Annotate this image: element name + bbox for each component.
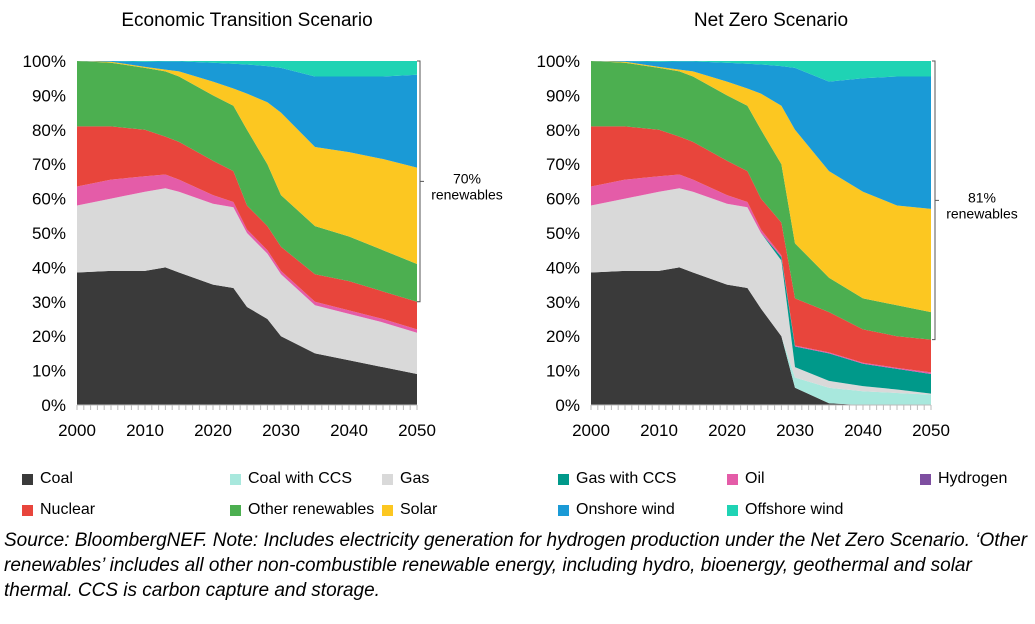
area-offshore-wind: [591, 61, 931, 82]
y-tick-label: 30%: [32, 293, 66, 312]
legend-item: Gas: [382, 470, 429, 488]
annotation-label: renewables: [946, 205, 1018, 221]
area-gas: [591, 188, 931, 395]
area-onshore-wind: [591, 61, 931, 209]
area-oil: [77, 174, 417, 333]
legend-item: Oil: [727, 470, 765, 488]
legend-swatch: [230, 473, 241, 485]
chart-panel-0: Economic Transition Scenario 2000 2010 2020…: [23, 10, 503, 440]
x-tick-label: 2050: [912, 421, 950, 440]
legend-label: Nuclear: [40, 501, 96, 518]
area-offshore-wind: [77, 61, 417, 77]
legend-label: Coal: [40, 470, 73, 487]
y-tick-label: 80%: [32, 121, 66, 140]
legend-label: Onshore wind: [576, 501, 675, 518]
y-tick-label: 90%: [32, 86, 66, 105]
y-tick-label: 70%: [32, 155, 66, 174]
x-tick-label: 2000: [58, 421, 96, 440]
y-tick-label: 70%: [546, 155, 580, 174]
legend-item: Offshore wind: [727, 501, 843, 519]
x-tick-label: 2050: [398, 421, 436, 440]
legend-item: Onshore wind: [558, 501, 675, 519]
y-tick-label: 60%: [546, 190, 580, 209]
legend-item: Solar: [382, 501, 437, 519]
x-tick-label: 2030: [776, 421, 814, 440]
x-tick-label: 2010: [640, 421, 678, 440]
legend-item: Nuclear: [22, 501, 95, 519]
y-tick-label: 40%: [32, 258, 66, 277]
y-tick-label: 10%: [32, 362, 66, 381]
area-oil: [591, 174, 931, 375]
y-tick-label: 100%: [23, 52, 66, 71]
chart-title: Net Zero Scenario: [694, 10, 848, 31]
legend-item: Gas with CCS: [558, 470, 676, 488]
y-tick-label: 10%: [546, 362, 580, 381]
x-tick-label: 2020: [708, 421, 746, 440]
legend-label: Other renewables: [248, 501, 375, 518]
y-tick-label: 0%: [555, 396, 580, 415]
legend-item: Coal with CCS: [230, 470, 352, 488]
y-tick-label: 100%: [537, 52, 580, 71]
y-tick-label: 60%: [32, 190, 66, 209]
area-onshore-wind: [77, 61, 417, 168]
charts-svg: Economic Transition Scenario 2000 2010 2020…: [23, 10, 1018, 440]
y-tick-label: 90%: [546, 86, 580, 105]
legend-label: Gas with CCS: [576, 470, 677, 487]
y-tick-label: 20%: [32, 327, 66, 346]
annotation-label: renewables: [431, 186, 503, 202]
legend-label: Hydrogen: [938, 470, 1008, 487]
y-tick-label: 20%: [546, 327, 580, 346]
legend-swatch: [920, 473, 931, 485]
y-tick-label: 0%: [41, 396, 66, 415]
y-tick-label: 30%: [546, 293, 580, 312]
legend-swatch: [558, 504, 569, 516]
area-coal: [77, 267, 417, 405]
legend-swatch: [22, 504, 33, 516]
area-solar: [77, 61, 417, 264]
area-solar: [591, 61, 931, 313]
source-note: Source: BloombergNEF. Note: Includes ele…: [4, 530, 1028, 601]
area-nuclear: [591, 126, 931, 373]
area-other-renewables: [591, 61, 931, 340]
legend-swatch: [558, 473, 569, 485]
annotation-value: 70%: [453, 170, 481, 186]
legend-swatch: [382, 473, 393, 485]
y-tick-label: 50%: [546, 224, 580, 243]
legend-label: Solar: [400, 501, 438, 518]
area-gas-with-ccs: [591, 188, 931, 394]
y-tick-label: 50%: [32, 224, 66, 243]
legend-swatch: [22, 473, 33, 485]
legend-label: Gas: [400, 470, 430, 487]
legend-item: Hydrogen: [920, 470, 1007, 488]
legend-item: Other renewables: [230, 501, 374, 519]
legend-swatch: [727, 504, 738, 516]
legend-swatch: [727, 473, 738, 485]
legend-label: Offshore wind: [745, 501, 844, 518]
legend-item: Coal: [22, 470, 73, 488]
area-nuclear: [77, 126, 417, 330]
x-tick-label: 2010: [126, 421, 164, 440]
renewables-bracket: [932, 60, 939, 341]
area-other-renewables: [77, 61, 417, 302]
legend-swatch: [382, 504, 393, 516]
legend-label: Coal with CCS: [248, 470, 353, 487]
renewables-bracket: [417, 60, 424, 303]
x-tick-label: 2040: [330, 421, 368, 440]
x-tick-label: 2000: [572, 421, 610, 440]
chart-title: Economic Transition Scenario: [121, 10, 372, 31]
x-tick-label: 2020: [194, 421, 232, 440]
y-tick-label: 80%: [546, 121, 580, 140]
annotation-value: 81%: [968, 189, 996, 205]
legend-swatch: [230, 504, 241, 516]
area-coal: [591, 267, 931, 405]
x-tick-label: 2030: [262, 421, 300, 440]
legend-label: Oil: [745, 470, 765, 487]
x-tick-label: 2040: [844, 421, 882, 440]
area-gas: [77, 188, 417, 375]
y-tick-label: 40%: [546, 258, 580, 277]
chart-panel-1: Net Zero Scenario 2000 2010 2020 2030 2040 205…: [537, 10, 1018, 440]
